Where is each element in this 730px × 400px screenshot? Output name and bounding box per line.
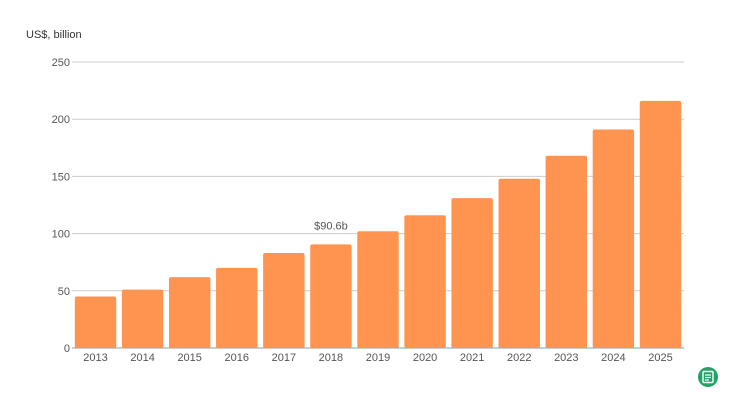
- x-tick-label: 2016: [225, 352, 249, 364]
- bar: [74, 296, 117, 348]
- bar: [263, 253, 305, 348]
- bar: [451, 198, 493, 348]
- bar: [545, 155, 588, 348]
- bar: [216, 267, 258, 348]
- bar: [121, 289, 164, 348]
- bar: [168, 277, 211, 348]
- y-tick-label: 100: [52, 229, 70, 241]
- y-tick-label: 150: [52, 171, 70, 183]
- x-axis-ticks: 2013 2014 2015 2016 2017 2018 2019 2020 2021 2022…: [83, 352, 672, 364]
- bar: [357, 231, 399, 348]
- x-tick-label: 2018: [319, 352, 343, 364]
- x-tick-label: 2020: [413, 352, 437, 364]
- y-axis-unit-label: US$, billion: [26, 29, 82, 41]
- bars: [74, 100, 682, 349]
- x-tick-label: 2024: [601, 352, 625, 364]
- document-icon[interactable]: [698, 367, 718, 387]
- x-tick-label: 2015: [177, 352, 201, 364]
- x-tick-label: 2013: [83, 352, 107, 364]
- bar: [404, 215, 446, 348]
- y-axis-ticks: 0 50 100 150 200 250: [52, 57, 70, 355]
- x-tick-label: 2025: [648, 352, 672, 364]
- annotations: $90.6b: [314, 220, 348, 232]
- bar: [639, 100, 682, 349]
- y-tick-label: 0: [64, 343, 70, 355]
- bar: [592, 129, 635, 348]
- y-tick-label: 250: [52, 57, 70, 69]
- x-tick-label: 2019: [366, 352, 390, 364]
- x-tick-label: 2014: [130, 352, 154, 364]
- x-tick-label: 2021: [460, 352, 484, 364]
- x-tick-label: 2017: [272, 352, 296, 364]
- bar: [498, 178, 540, 348]
- x-tick-label: 2022: [507, 352, 531, 364]
- y-tick-label: 200: [52, 114, 70, 126]
- bar: [310, 244, 352, 348]
- data-label: $90.6b: [314, 220, 348, 232]
- x-tick-label: 2023: [554, 352, 578, 364]
- y-tick-label: 50: [58, 286, 70, 298]
